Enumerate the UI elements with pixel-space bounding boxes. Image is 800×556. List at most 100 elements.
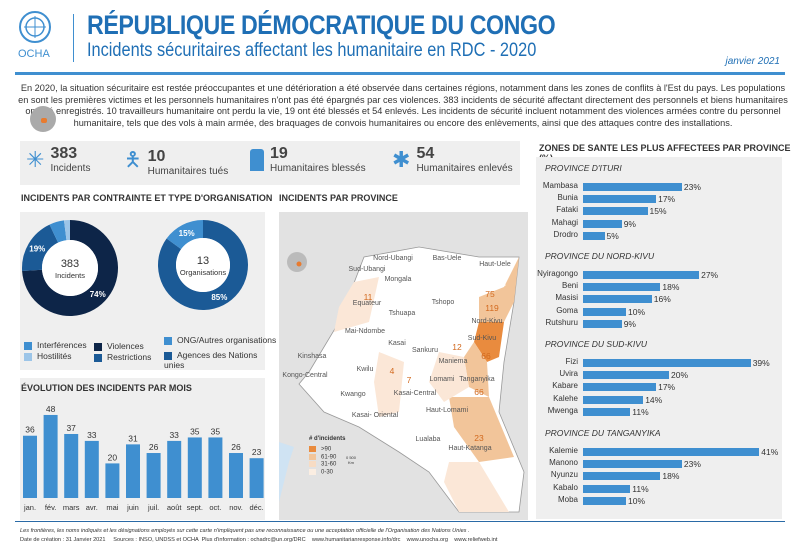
stat-value: 19 bbox=[270, 145, 288, 162]
month-tick-label: août bbox=[167, 503, 183, 512]
zone-value: 18% bbox=[662, 471, 680, 482]
zone-value: 39% bbox=[752, 358, 770, 368]
ituri-zone bbox=[479, 257, 519, 322]
legend-agences: Agences des Nations unies bbox=[164, 350, 258, 370]
month-bar bbox=[208, 437, 223, 498]
month-tick-label: juil. bbox=[147, 503, 159, 512]
month-tick-label: juin bbox=[126, 503, 139, 512]
zone-label: Bunia bbox=[557, 193, 578, 203]
month-bar bbox=[187, 437, 202, 498]
month-value-label: 37 bbox=[66, 423, 76, 433]
province-label: Sankuru bbox=[411, 347, 439, 354]
zone-label: Goma bbox=[556, 305, 578, 315]
map-title: INCIDENTS PAR PROVINCE bbox=[279, 193, 398, 203]
zone-value: 17% bbox=[658, 382, 676, 393]
publication-date: janvier 2021 bbox=[725, 56, 780, 67]
province-label: Bas-Uele bbox=[432, 255, 462, 262]
month-value-label: 33 bbox=[87, 430, 97, 440]
page-subtitle: Incidents sécuritaires affectant les hum… bbox=[87, 40, 537, 61]
zone-bar bbox=[583, 295, 652, 304]
legend-restrictions: Restrictions bbox=[94, 352, 151, 362]
month-bar bbox=[146, 453, 161, 498]
stat-value: 54 bbox=[416, 145, 435, 162]
zone-bar bbox=[583, 219, 622, 228]
month-tick-label: oct. bbox=[209, 503, 221, 512]
zone-value: 18% bbox=[662, 282, 680, 293]
monthly-panel bbox=[20, 378, 265, 520]
province-count: 7 bbox=[406, 375, 412, 385]
zone-bar bbox=[583, 383, 657, 392]
legend-swatch bbox=[309, 461, 316, 468]
tanganyika-zone bbox=[449, 397, 514, 462]
province-count: 11 bbox=[363, 292, 373, 302]
month-tick-label: sept. bbox=[187, 503, 203, 512]
month-tick-label: fév. bbox=[45, 503, 57, 512]
zone-label: Rutshuru bbox=[545, 317, 578, 327]
province-label: Kwango bbox=[340, 391, 366, 398]
header-divider bbox=[73, 14, 74, 62]
map-legend: >90 61-90 31-60 0-30 bbox=[309, 446, 336, 476]
footer-disclaimer: Les frontières, les noms indiqués et les… bbox=[20, 528, 470, 534]
zone-bar bbox=[583, 395, 644, 404]
month-value-label: 20 bbox=[108, 452, 118, 462]
sud-kivu-zone bbox=[464, 342, 489, 397]
province-group-title: PROVINCE DU TANGANYIKA bbox=[545, 428, 661, 438]
month-tick-label: avr. bbox=[86, 503, 98, 512]
month-bar bbox=[23, 435, 37, 498]
donut-slice-agences-des-nations-unies bbox=[158, 220, 249, 310]
legend-swatch bbox=[24, 352, 32, 361]
month-bar bbox=[229, 453, 243, 498]
province-label: Tanganyika bbox=[459, 376, 495, 383]
province-label: Sud-Ubangi bbox=[348, 266, 386, 273]
zone-label: Fizi bbox=[565, 357, 578, 366]
map-legend-title: # d'incidents bbox=[309, 436, 346, 442]
zone-bar bbox=[583, 472, 661, 481]
zone-bar bbox=[583, 319, 622, 328]
zone-value: 11% bbox=[632, 483, 649, 494]
month-value-label: 48 bbox=[46, 404, 56, 414]
legend-swatch bbox=[164, 351, 172, 360]
donut-section-title: INCIDENTS PAR CONTRAINTE ET TYPE D'ORGAN… bbox=[21, 193, 273, 203]
zone-bar bbox=[583, 407, 631, 416]
zone-label: Kabare bbox=[552, 381, 578, 391]
legend-swatch bbox=[309, 446, 316, 452]
zone-value: 27% bbox=[701, 270, 719, 280]
zone-value: 9% bbox=[623, 318, 636, 329]
footer-credits: Date de création : 31 Janvier 2021 Sourc… bbox=[20, 537, 498, 543]
stat-injured: 19 Humanitaires blessés bbox=[250, 145, 366, 174]
month-bar bbox=[64, 433, 79, 498]
zone-label: Nyiragongo bbox=[537, 269, 578, 278]
donut-center-label: Incidents bbox=[55, 271, 85, 280]
zone-label: Mambasa bbox=[542, 181, 578, 190]
province-group-title: PROVINCE DU NORD-KIVU bbox=[545, 251, 655, 261]
monthly-chart: 36 jan. 48 fév. 37 mars 33 avr. 20 mai 31 juin 26 jui… bbox=[23, 404, 264, 512]
stat-value: 383 bbox=[50, 145, 78, 162]
haut-katanga-zone bbox=[444, 462, 509, 512]
zone-bar bbox=[583, 448, 760, 456]
zone-value: 41% bbox=[761, 447, 779, 457]
zone-label: Masisi bbox=[555, 293, 578, 303]
month-bar bbox=[249, 458, 264, 498]
province-label: Kasai bbox=[388, 340, 406, 347]
stat-label: Humanitaires blessés bbox=[270, 163, 366, 174]
zone-value: 23% bbox=[683, 459, 701, 470]
equateur-zone bbox=[334, 277, 379, 332]
month-bar bbox=[105, 463, 120, 498]
legend-violences: Violences bbox=[94, 341, 144, 351]
zone-label: Kalehe bbox=[553, 393, 578, 403]
province-label: Kongo-Central bbox=[282, 372, 328, 379]
zone-bar bbox=[583, 371, 669, 380]
legend-swatch bbox=[164, 336, 172, 345]
province-count: 66 bbox=[481, 351, 491, 361]
map-scale: 0 500 Km bbox=[345, 455, 356, 465]
province-label: Haut-Lomami bbox=[425, 407, 468, 414]
zone-label: Kalemie bbox=[549, 446, 578, 455]
province-count: 119 bbox=[485, 303, 499, 313]
donut-center-value: 383 bbox=[61, 258, 79, 270]
legend-swatch bbox=[94, 353, 102, 362]
province-label: Equateur bbox=[352, 300, 382, 307]
zone-label: Mahagi bbox=[551, 217, 578, 227]
ocean bbox=[279, 442, 294, 502]
zone-value: 11% bbox=[632, 406, 649, 417]
province-count: 12 bbox=[452, 342, 462, 352]
